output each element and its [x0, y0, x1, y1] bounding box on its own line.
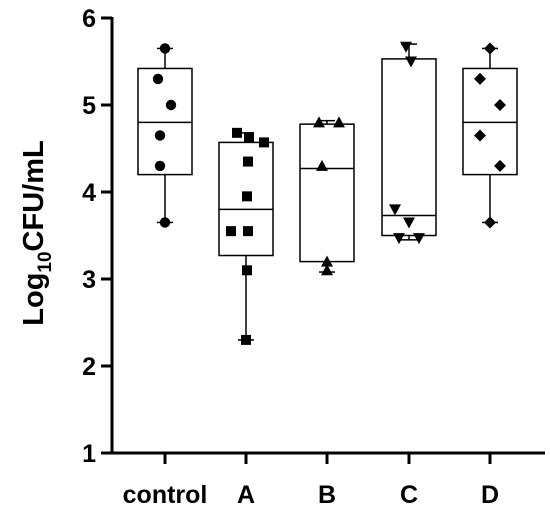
y-tick-label: 2	[82, 353, 96, 381]
y-axis-title-text: Log10CFU/mL	[18, 140, 56, 325]
data-point	[389, 204, 401, 216]
data-point	[403, 217, 415, 229]
data-point	[400, 41, 412, 53]
data-point	[165, 99, 177, 111]
data-point	[154, 130, 166, 141]
data-point	[242, 191, 252, 202]
data-point	[241, 334, 251, 345]
x-tick-label: A	[237, 481, 255, 509]
y-tick-label: 4	[82, 179, 96, 207]
data-point	[159, 217, 171, 228]
data-point	[259, 137, 269, 148]
x-tick-label: D	[481, 481, 499, 509]
data-point	[413, 233, 425, 245]
y-tick-label: 3	[82, 266, 96, 294]
data-point	[154, 160, 166, 172]
x-tick-label: B	[318, 481, 336, 509]
data-point	[474, 129, 486, 142]
data-point	[321, 255, 333, 267]
data-point	[484, 42, 496, 55]
box	[462, 67, 518, 176]
data-point	[152, 73, 164, 85]
data-point	[242, 265, 252, 276]
box	[381, 58, 437, 237]
x-tick-label: control	[123, 481, 208, 509]
data-point	[244, 132, 254, 143]
data-point	[333, 116, 345, 128]
y-axis-title-subscript: 10	[35, 251, 56, 272]
x-tick-label: C	[400, 481, 418, 509]
y-axis-title-suffix: CFU/mL	[18, 140, 50, 251]
data-point	[405, 56, 417, 68]
y-axis-title: Log10CFU/mL	[18, 140, 56, 325]
box	[137, 67, 193, 176]
data-point	[484, 216, 496, 229]
y-tick-label: 1	[82, 440, 96, 468]
data-point	[316, 159, 328, 171]
data-point	[494, 99, 506, 111]
data-point	[243, 226, 253, 237]
data-point	[232, 127, 242, 138]
data-point	[313, 116, 325, 128]
data-point	[494, 159, 506, 172]
y-tick-label: 5	[82, 92, 96, 120]
data-point	[321, 264, 333, 276]
box	[299, 123, 355, 263]
y-axis-title-prefix: Log	[18, 273, 50, 326]
data-point	[159, 43, 171, 54]
data-point	[474, 72, 486, 85]
plot-area: 1 2 3 4 5 6 control A B C D	[82, 5, 545, 509]
data-point	[243, 156, 253, 167]
data-point	[393, 233, 405, 245]
data-point	[226, 226, 236, 237]
y-tick-label: 6	[82, 5, 96, 33]
